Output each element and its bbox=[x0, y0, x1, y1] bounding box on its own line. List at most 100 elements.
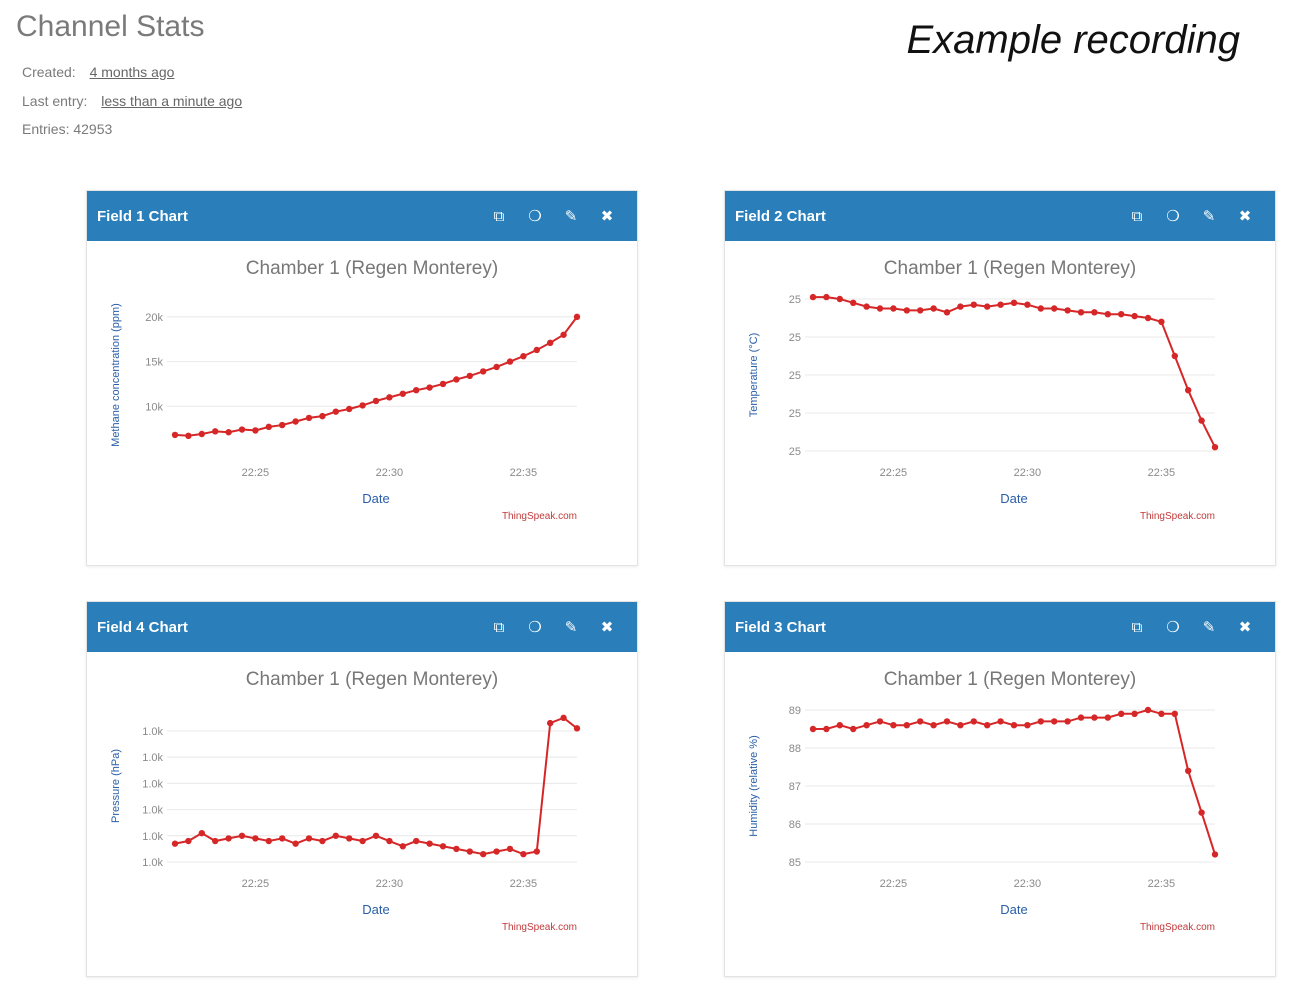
data-point[interactable] bbox=[1024, 722, 1031, 729]
data-point[interactable] bbox=[1198, 809, 1205, 816]
data-point[interactable] bbox=[185, 432, 192, 439]
data-point[interactable] bbox=[876, 305, 884, 312]
pencil-icon[interactable]: ✎ bbox=[1202, 208, 1216, 225]
data-point[interactable] bbox=[903, 722, 910, 729]
data-point[interactable] bbox=[413, 837, 420, 845]
data-point[interactable] bbox=[225, 429, 232, 436]
created-link[interactable]: 4 months ago bbox=[89, 64, 175, 80]
last-entry-link[interactable]: less than a minute ago bbox=[101, 93, 243, 109]
data-point[interactable] bbox=[426, 840, 433, 847]
data-point[interactable] bbox=[493, 363, 500, 371]
data-point[interactable] bbox=[319, 837, 326, 845]
data-point[interactable] bbox=[238, 426, 246, 433]
data-point[interactable] bbox=[547, 719, 554, 727]
data-point[interactable] bbox=[1158, 710, 1165, 717]
comment-icon[interactable]: ❍ bbox=[1166, 619, 1180, 636]
data-point[interactable] bbox=[957, 722, 964, 729]
pencil-icon[interactable]: ✎ bbox=[564, 619, 578, 636]
data-point[interactable] bbox=[823, 725, 830, 733]
data-point[interactable] bbox=[809, 293, 817, 301]
data-point[interactable] bbox=[850, 299, 857, 306]
data-point[interactable] bbox=[1010, 722, 1018, 729]
close-icon[interactable]: ✖ bbox=[1238, 208, 1252, 225]
data-point[interactable] bbox=[970, 301, 977, 308]
data-point[interactable] bbox=[1104, 311, 1111, 318]
data-point[interactable] bbox=[560, 331, 567, 338]
data-point[interactable] bbox=[1051, 305, 1058, 312]
data-point[interactable] bbox=[1211, 444, 1219, 451]
data-point[interactable] bbox=[850, 725, 857, 733]
data-point[interactable] bbox=[453, 845, 460, 853]
data-point[interactable] bbox=[1158, 318, 1165, 325]
data-point[interactable] bbox=[1171, 352, 1178, 360]
data-point[interactable] bbox=[1131, 710, 1138, 717]
data-point[interactable] bbox=[1091, 309, 1098, 316]
data-point[interactable] bbox=[573, 725, 581, 732]
data-point[interactable] bbox=[238, 832, 246, 839]
data-point[interactable] bbox=[413, 387, 420, 394]
data-point[interactable] bbox=[480, 850, 487, 858]
thingspeak-credit[interactable]: ThingSpeak.com bbox=[502, 511, 577, 522]
data-point[interactable] bbox=[1131, 312, 1138, 320]
data-point[interactable] bbox=[212, 428, 219, 435]
data-point[interactable] bbox=[997, 301, 1004, 308]
data-point[interactable] bbox=[863, 303, 870, 310]
close-icon[interactable]: ✖ bbox=[600, 208, 614, 225]
data-point[interactable] bbox=[917, 718, 924, 725]
data-point[interactable] bbox=[506, 358, 514, 365]
data-point[interactable] bbox=[1185, 387, 1192, 394]
data-point[interactable] bbox=[1144, 706, 1152, 714]
external-link-icon[interactable]: ⧉ bbox=[1131, 207, 1143, 225]
data-point[interactable] bbox=[1198, 417, 1205, 424]
data-point[interactable] bbox=[984, 722, 991, 729]
external-link-icon[interactable]: ⧉ bbox=[493, 618, 505, 636]
data-point[interactable] bbox=[439, 843, 447, 850]
data-point[interactable] bbox=[198, 829, 205, 837]
data-point[interactable] bbox=[466, 372, 473, 380]
data-point[interactable] bbox=[836, 722, 843, 729]
data-point[interactable] bbox=[1024, 301, 1031, 308]
data-point[interactable] bbox=[1118, 710, 1125, 717]
data-point[interactable] bbox=[279, 421, 286, 429]
data-point[interactable] bbox=[372, 397, 380, 405]
data-point[interactable] bbox=[1077, 714, 1085, 721]
data-point[interactable] bbox=[319, 412, 326, 420]
data-point[interactable] bbox=[279, 835, 286, 842]
data-point[interactable] bbox=[292, 840, 299, 847]
thingspeak-credit[interactable]: ThingSpeak.com bbox=[1140, 922, 1215, 933]
data-point[interactable] bbox=[1144, 314, 1152, 322]
data-point[interactable] bbox=[480, 368, 487, 375]
data-point[interactable] bbox=[171, 840, 179, 847]
data-point[interactable] bbox=[1091, 714, 1098, 721]
data-point[interactable] bbox=[265, 423, 272, 431]
close-icon[interactable]: ✖ bbox=[600, 619, 614, 636]
data-point[interactable] bbox=[1051, 718, 1058, 725]
data-point[interactable] bbox=[332, 408, 339, 415]
data-point[interactable] bbox=[1211, 851, 1219, 858]
close-icon[interactable]: ✖ bbox=[1238, 619, 1252, 636]
data-point[interactable] bbox=[1064, 307, 1071, 314]
data-point[interactable] bbox=[970, 718, 977, 725]
comment-icon[interactable]: ❍ bbox=[528, 208, 542, 225]
data-point[interactable] bbox=[573, 313, 581, 321]
data-point[interactable] bbox=[439, 380, 447, 388]
data-point[interactable] bbox=[171, 431, 179, 439]
data-point[interactable] bbox=[984, 303, 991, 310]
data-point[interactable] bbox=[876, 718, 884, 725]
data-point[interactable] bbox=[520, 850, 527, 858]
data-point[interactable] bbox=[1171, 710, 1178, 717]
data-point[interactable] bbox=[265, 837, 272, 845]
data-point[interactable] bbox=[305, 835, 313, 842]
data-point[interactable] bbox=[453, 376, 460, 383]
data-point[interactable] bbox=[520, 353, 527, 360]
data-point[interactable] bbox=[863, 722, 870, 729]
data-point[interactable] bbox=[943, 718, 951, 725]
data-point[interactable] bbox=[346, 405, 353, 413]
data-point[interactable] bbox=[332, 832, 339, 839]
external-link-icon[interactable]: ⧉ bbox=[493, 207, 505, 225]
data-point[interactable] bbox=[386, 394, 393, 401]
data-point[interactable] bbox=[399, 843, 406, 850]
thingspeak-credit[interactable]: ThingSpeak.com bbox=[502, 922, 577, 933]
data-point[interactable] bbox=[560, 714, 567, 722]
data-point[interactable] bbox=[547, 339, 554, 347]
